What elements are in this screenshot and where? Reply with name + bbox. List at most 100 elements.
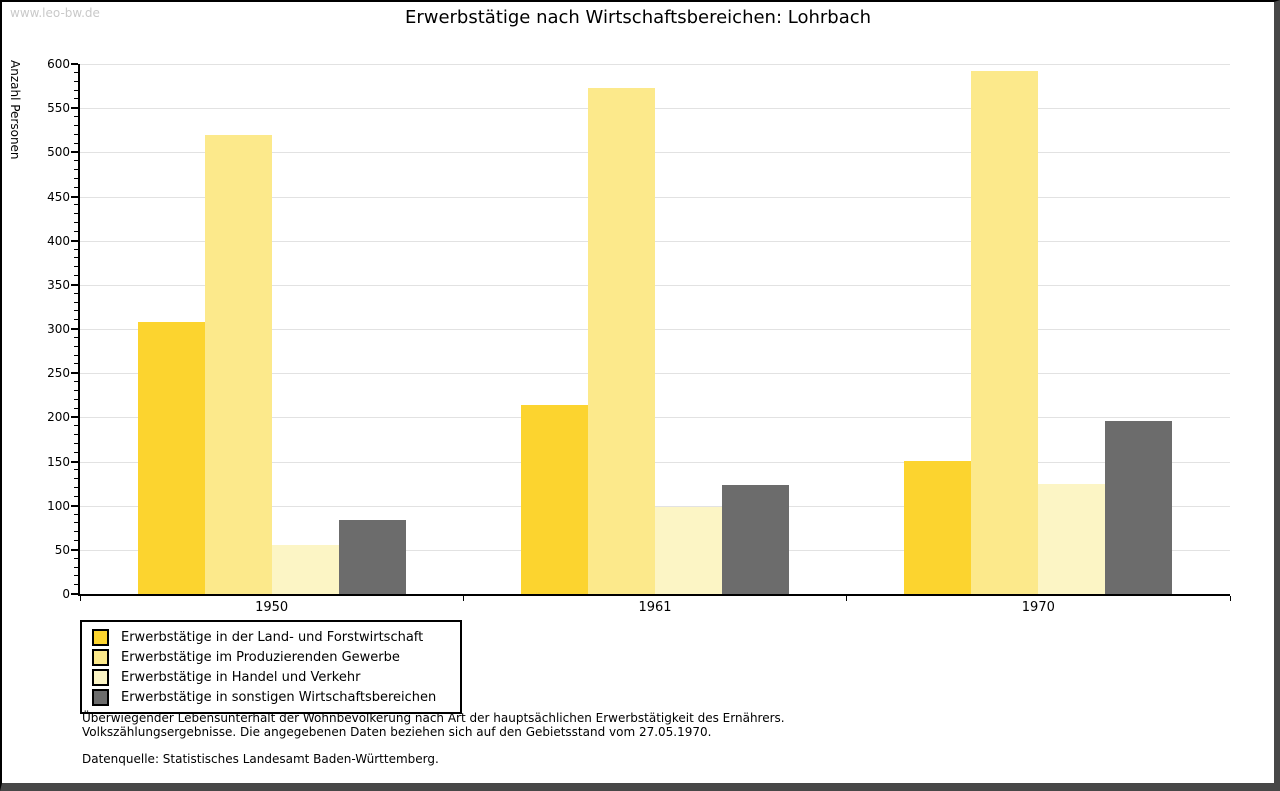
y-minor-tick (74, 98, 78, 100)
y-minor-tick (74, 575, 78, 577)
y-minor-tick (74, 531, 78, 533)
y-minor-tick (74, 177, 78, 179)
legend-row-4: Erwerbstätige in sonstigen Wirtschaftsbe… (90, 687, 460, 707)
legend-swatch-icon (92, 668, 109, 686)
legend-swatch-icon (92, 688, 109, 706)
y-minor-tick (74, 434, 78, 435)
y-major-tick (71, 107, 78, 110)
y-major-tick (71, 63, 78, 65)
y-major-tick (71, 593, 78, 595)
chart-title: Erwerbstätige nach Wirtschaftsbereichen:… (404, 7, 872, 28)
y-tick-label: 500 (47, 145, 70, 160)
bar-1950-series-2 (204, 134, 272, 594)
y-tick-label: 600 (47, 57, 70, 71)
y-tick-label: 200 (47, 410, 70, 425)
y-minor-tick (74, 213, 78, 215)
y-tick-label: 350 (47, 277, 70, 292)
legend-row-2: Erwerbstätige im Produzierenden Gewerbe (90, 647, 460, 667)
legend-label: Erwerbstätige in sonstigen Wirtschaftsbe… (121, 689, 437, 705)
legend-swatch-icon (92, 648, 109, 666)
y-tick-label: 300 (47, 322, 70, 336)
footnote-source: Datenquelle: Statistisches Landesamt Bad… (82, 752, 439, 766)
bar-1970-series-4 (1105, 420, 1173, 594)
y-major-tick (71, 283, 78, 286)
bar-1970-series-3 (1038, 484, 1106, 594)
y-minor-tick (74, 89, 78, 91)
y-tick-label: 150 (47, 454, 70, 469)
y-minor-tick (74, 204, 78, 206)
y-minor-tick (74, 389, 78, 391)
watermark: www.leo-bw.de (10, 6, 100, 20)
y-minor-tick (74, 133, 78, 135)
y-minor-tick (74, 495, 78, 497)
gridline-100 (80, 505, 1230, 507)
y-minor-tick (74, 80, 78, 82)
y-tick-label: 400 (47, 233, 70, 248)
y-major-tick (71, 548, 78, 551)
gridline-250 (80, 373, 1230, 375)
y-minor-tick (74, 566, 78, 568)
bar-1950-series-4 (338, 519, 406, 594)
y-minor-tick (74, 301, 78, 303)
gridline-600 (80, 64, 1230, 65)
y-minor-tick (74, 407, 78, 409)
y-minor-tick (74, 478, 78, 480)
y-minor-tick (74, 230, 78, 232)
legend-items: Erwerbstätige in der Land- und Forstwirt… (90, 627, 460, 707)
y-minor-tick (74, 310, 78, 312)
y-minor-tick (74, 160, 78, 162)
legend: Erwerbstätige in der Land- und Forstwirt… (80, 620, 462, 714)
gridline-550 (80, 108, 1230, 110)
gridline-200 (80, 417, 1230, 419)
y-major-tick (71, 328, 78, 330)
y-major-tick (71, 151, 78, 154)
gridline-300 (80, 329, 1230, 330)
y-minor-tick (74, 292, 78, 294)
y-minor-tick (74, 381, 78, 382)
bar-1961-series-1 (521, 404, 588, 594)
y-minor-tick (74, 266, 78, 268)
y-major-tick (71, 460, 78, 463)
x-category-label: 1961 (638, 600, 672, 615)
y-minor-tick (74, 248, 78, 250)
footnote-line-1: Überwiegender Lebensunterhalt der Wohnbe… (82, 711, 785, 725)
y-minor-tick (74, 169, 78, 170)
x-category-label: 1950 (255, 600, 289, 615)
y-minor-tick (74, 487, 78, 488)
bar-1950-series-1 (137, 321, 205, 594)
x-tick (462, 596, 464, 601)
y-minor-tick (74, 557, 78, 559)
legend-label: Erwerbstätige in der Land- und Forstwirt… (121, 629, 424, 645)
y-minor-tick (74, 319, 78, 321)
legend-label: Erwerbstätige in Handel und Verkehr (121, 669, 361, 685)
plot-area: 0 50 100 150 200 250 300 350 400 450 500 550 600 1950… (47, 57, 1231, 615)
legend-row-1: Erwerbstätige in der Land- und Forstwirt… (90, 627, 460, 647)
x-tick (846, 596, 848, 601)
legend-swatch-icon (92, 628, 109, 646)
y-minor-tick (74, 540, 78, 541)
gridline-500 (80, 152, 1230, 154)
y-tick-label: 0 (62, 587, 70, 601)
x-tick (1229, 596, 1231, 601)
legend-row-3: Erwerbstätige in Handel und Verkehr (90, 667, 460, 687)
y-tick-label: 50 (54, 542, 70, 557)
y-minor-tick (74, 124, 78, 126)
gridline-350 (80, 284, 1230, 286)
y-minor-tick (74, 451, 78, 453)
y-minor-tick (74, 222, 78, 223)
y-tick-label: 250 (47, 366, 70, 381)
y-minor-tick (74, 345, 78, 347)
footnote-line-2: Volkszählungsergebnisse. Die angegebenen… (82, 725, 712, 739)
bar-1961-series-4 (722, 485, 789, 594)
y-tick-label: 100 (47, 498, 70, 513)
y-minor-tick (74, 257, 78, 259)
y-major-tick (71, 195, 78, 198)
y-minor-tick (74, 186, 78, 188)
bar-1970-series-1 (904, 460, 972, 594)
gridline-400 (80, 240, 1230, 242)
y-minor-tick (74, 336, 78, 338)
y-tick-label: 550 (47, 101, 70, 116)
y-major-tick (71, 416, 78, 419)
gridline-150 (80, 461, 1230, 463)
